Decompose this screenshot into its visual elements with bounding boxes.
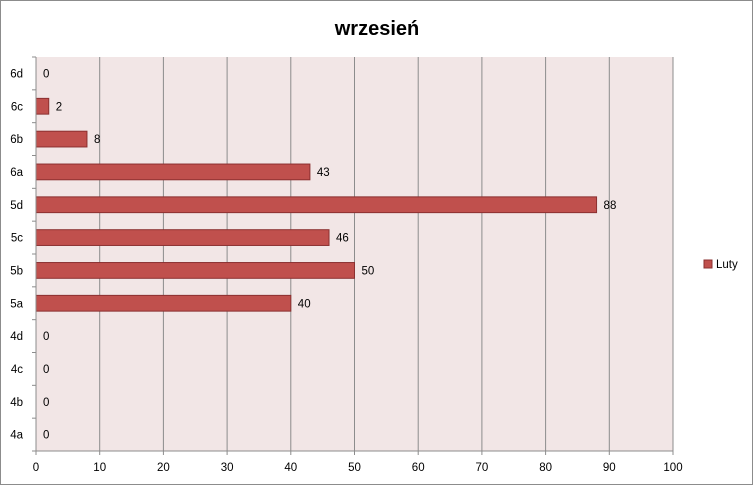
y-tick-label: 6c <box>11 101 23 113</box>
x-tick-label: 100 <box>663 462 682 474</box>
x-tick-label: 20 <box>157 462 170 474</box>
bar <box>35 97 50 115</box>
bar <box>35 229 330 246</box>
data-labels: 0 0 0 0 40 50 46 88 43 8 2 0 <box>43 68 616 441</box>
data-label: 50 <box>362 265 375 277</box>
data-label: 0 <box>43 68 49 80</box>
chart-title: wrzesień <box>334 18 419 40</box>
bars <box>35 97 598 312</box>
data-label: 46 <box>336 233 349 245</box>
x-tick-label: 90 <box>603 462 616 474</box>
gridlines <box>99 57 674 451</box>
bar <box>35 294 292 312</box>
data-label: 0 <box>43 331 49 343</box>
y-tick-label: 5d <box>10 200 23 212</box>
y-tick-label: 6d <box>10 68 23 80</box>
x-tick-label: 70 <box>476 462 489 474</box>
x-tick-label: 10 <box>93 462 106 474</box>
legend-label: Luty <box>716 259 738 271</box>
data-label: 0 <box>43 430 49 442</box>
data-label: 0 <box>43 397 49 409</box>
data-label: 40 <box>298 298 311 310</box>
data-label: 0 <box>43 364 49 376</box>
x-tick-label: 60 <box>412 462 425 474</box>
data-label: 88 <box>604 200 617 212</box>
y-tick-label: 4d <box>10 331 23 343</box>
x-tick-label: 50 <box>348 462 361 474</box>
legend: Luty <box>703 259 738 271</box>
y-tick-label: 6a <box>10 167 23 179</box>
bar <box>35 196 598 214</box>
x-axis-ticks: 0 10 20 30 40 50 60 70 80 90 100 <box>33 451 683 474</box>
y-tick-label: 4c <box>11 364 23 376</box>
y-tick-label: 4b <box>10 397 23 409</box>
x-tick-label: 40 <box>284 462 297 474</box>
y-tick-label: 5c <box>11 233 23 245</box>
y-tick-label: 5b <box>10 265 23 277</box>
data-label: 43 <box>317 167 330 179</box>
data-label: 8 <box>94 134 100 146</box>
x-tick-label: 30 <box>221 462 234 474</box>
y-axis-ticks: 4a 4b 4c 4d 5a 5b 5c 5d 6a 6b 6c 6d <box>10 56 36 452</box>
bar <box>35 262 355 279</box>
bar <box>35 163 311 181</box>
legend-swatch <box>703 259 713 269</box>
x-tick-label: 0 <box>33 462 39 474</box>
y-tick-label: 5a <box>10 298 23 310</box>
data-label: 2 <box>56 101 62 113</box>
bar <box>35 130 88 148</box>
y-tick-label: 6b <box>10 134 23 146</box>
x-tick-label: 80 <box>539 462 552 474</box>
y-tick-label: 4a <box>10 430 23 442</box>
